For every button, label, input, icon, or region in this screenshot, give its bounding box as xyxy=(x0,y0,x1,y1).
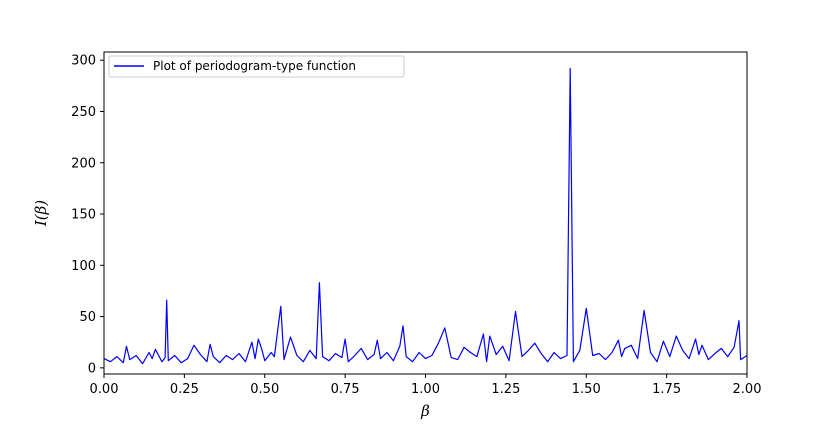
ticks-layer: 0.00 0.25 0.50 0.75 1.00 1.25 1.50 1.75 2.00 0 50 1… xyxy=(71,54,761,397)
x-tick-label-4: 1.00 xyxy=(411,382,440,397)
x-tick-label-1: 0.25 xyxy=(170,382,199,397)
x-tick-label-6: 1.50 xyxy=(572,382,601,397)
y-tick-label-4: 200 xyxy=(71,156,96,171)
legend-box xyxy=(108,55,405,78)
legend-label: Plot of periodogram-type function xyxy=(153,59,356,73)
x-tick-label-5: 1.25 xyxy=(491,382,520,397)
y-tick-label-0: 0 xyxy=(88,361,96,376)
x-tick-label-7: 1.75 xyxy=(652,382,681,397)
y-tick-label-2: 100 xyxy=(71,259,96,274)
y-tick-label-5: 250 xyxy=(71,105,96,120)
x-tick-label-2: 0.50 xyxy=(250,382,279,397)
legend: Plot of periodogram-type function xyxy=(108,55,405,78)
x-axis-label: β xyxy=(420,402,430,420)
series-layer xyxy=(103,67,748,365)
plot-area xyxy=(104,52,747,374)
series-line-0 xyxy=(103,67,748,365)
x-tick-label-8: 2.00 xyxy=(733,382,762,397)
y-tick-label-3: 150 xyxy=(71,208,96,223)
x-tick-label-3: 0.75 xyxy=(331,382,360,397)
y-tick-label-6: 300 xyxy=(71,54,96,69)
y-axis-label: I(β) xyxy=(32,200,50,227)
x-tick-label-0: 0.00 xyxy=(90,382,119,397)
y-tick-label-1: 50 xyxy=(79,310,96,325)
